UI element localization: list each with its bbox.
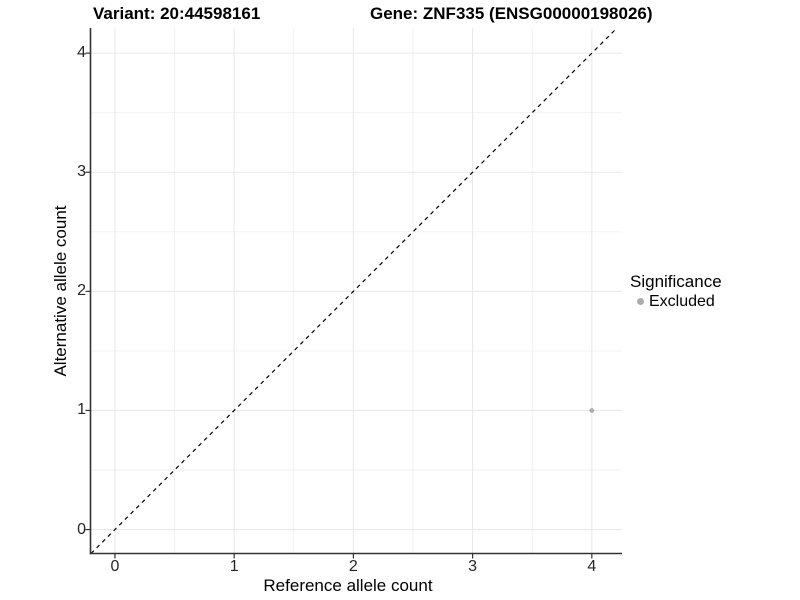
x-tick-label: 3 xyxy=(468,558,478,575)
legend: Significance Excluded xyxy=(630,272,722,310)
y-tick-label: 2 xyxy=(77,282,86,300)
legend-item-label: Excluded xyxy=(649,293,715,310)
x-tick-label: 0 xyxy=(110,558,120,575)
gene-title: Gene: ZNF335 (ENSG00000198026) xyxy=(370,4,653,23)
x-tick-label: 4 xyxy=(587,558,597,575)
data-point xyxy=(589,408,595,413)
y-tick-label: 0 xyxy=(77,520,86,538)
legend-title: Significance xyxy=(630,272,722,291)
y-tick-label: 3 xyxy=(77,163,86,181)
x-tick-label: 2 xyxy=(348,558,358,575)
x-tick-label: 1 xyxy=(229,558,239,575)
y-tick-label: 1 xyxy=(77,401,86,419)
legend-item-excluded: Excluded xyxy=(630,293,722,310)
excluded-point-icon xyxy=(637,298,644,305)
variant-title: Variant: 20:44598161 xyxy=(93,4,261,23)
y-tick-label: 4 xyxy=(77,44,86,62)
x-axis-title: Reference allele count xyxy=(263,576,433,595)
